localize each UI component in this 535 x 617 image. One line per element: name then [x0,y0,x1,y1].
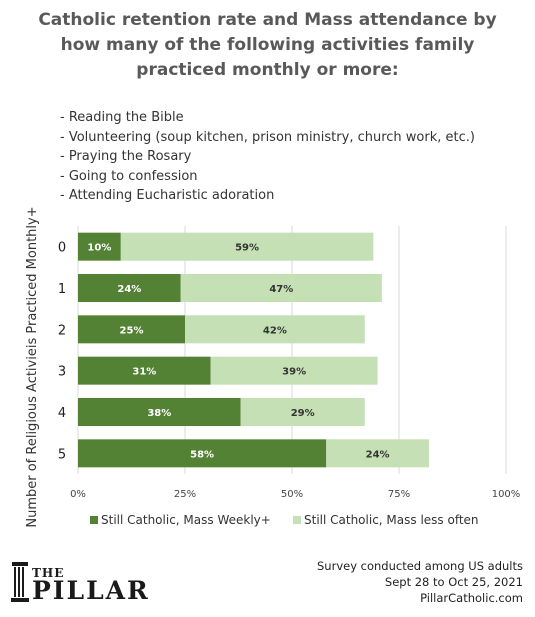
data-label: 38% [147,408,171,419]
chart-title: Catholic retention rate and Mass attenda… [20,8,515,83]
x-tick-label: 0% [70,489,86,500]
activities-list: - Reading the Bible - Volunteering (soup… [60,108,475,206]
bar-segment [78,232,121,261]
data-label: 59% [235,243,259,254]
activity-item: - Attending Eucharistic adoration [60,188,275,203]
legend-label: Still Catholic, Mass less often [304,513,479,527]
y-category-label: 4 [58,406,66,421]
y-axis-title: Number of Religious Activieis Practiced … [25,206,40,527]
data-label: 39% [282,367,306,378]
logo-the: THE [32,566,65,580]
bar-segment [78,356,211,385]
data-label: 58% [190,449,214,460]
bar-segment [240,398,365,426]
title-line-2: how many of the following activities fam… [60,35,475,55]
x-tick-label: 100% [492,489,521,500]
data-label: 25% [120,325,144,336]
survey-note-line-2: Sept 28 to Oct 25, 2021 [384,575,523,589]
bar-segment [78,274,181,302]
logo-name: PILLAR [32,576,150,605]
y-category-label: 1 [58,282,66,297]
x-tick-label: 50% [281,489,303,500]
survey-source-link: PillarCatholic.com [420,591,523,605]
data-label: 24% [117,284,141,295]
survey-note-line-1: Survey conducted among US adults [317,559,523,573]
bar-segment [78,439,327,468]
activity-item: - Volunteering (soup kitchen, prison min… [60,129,475,145]
bar-segment [180,274,382,302]
activity-item: - Going to confession [60,168,198,184]
legend-label: Still Catholic, Mass Weekly+ [101,513,271,527]
y-category-label: 3 [58,365,66,380]
legend-swatch [90,516,98,524]
data-label: 10% [87,243,111,254]
activity-item: - Reading the Bible [60,110,184,125]
activity-item: - Praying the Rosary [60,149,192,164]
y-category-label: 0 [58,241,66,256]
y-category-label: 5 [58,447,66,462]
bar-segment [120,232,374,261]
y-category-label: 2 [58,323,66,338]
survey-note: Survey conducted among US adults Sept 28… [317,558,523,606]
bar-segment [326,439,429,468]
bar-segment [78,398,241,426]
data-label: 42% [263,325,287,336]
bar-segment [210,356,378,385]
x-tick-label: 75% [388,489,410,500]
title-line-3: practiced monthly or more: [136,60,399,80]
bar-segment [78,315,185,344]
data-label: 47% [269,284,293,295]
x-tick-label: 25% [174,489,196,500]
title-line-1: Catholic retention rate and Mass attenda… [38,10,497,30]
legend-swatch [293,516,301,524]
data-label: 29% [291,408,315,419]
data-label: 31% [132,367,156,378]
bar-segment [185,315,365,344]
pillar-logo: THE PILLAR [10,560,150,605]
pillar-column-icon [11,562,29,602]
data-label: 24% [366,449,390,460]
